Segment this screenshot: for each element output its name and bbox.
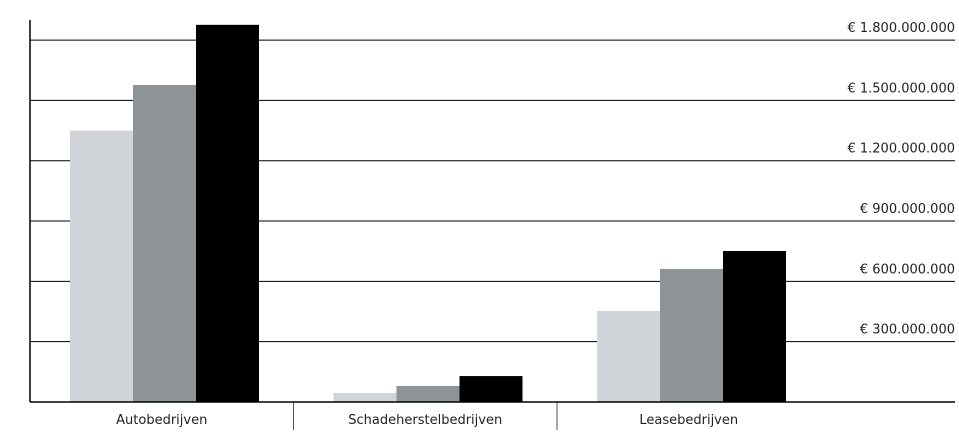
y-tick-label: € 300.000.000: [860, 323, 955, 338]
bar: [459, 376, 523, 402]
bar: [396, 385, 460, 402]
y-tick-label: € 1.800.000.000: [847, 21, 955, 36]
bar: [70, 130, 133, 402]
x-tick-label: Schadeherstelbedrijven: [348, 413, 502, 428]
bar: [723, 251, 786, 402]
y-tick-label: € 600.000.000: [860, 262, 955, 277]
y-tick-label: € 900.000.000: [860, 202, 955, 217]
bar: [660, 268, 723, 402]
bar: [133, 84, 196, 402]
bar: [333, 392, 397, 402]
y-tick-label: € 1.500.000.000: [847, 81, 955, 96]
x-tick-label: Leasebedrijven: [639, 413, 738, 428]
bar: [597, 310, 660, 402]
bar: [196, 24, 259, 403]
x-tick-label: Autobedrijven: [116, 413, 207, 428]
y-tick-label: € 1.200.000.000: [847, 142, 955, 157]
